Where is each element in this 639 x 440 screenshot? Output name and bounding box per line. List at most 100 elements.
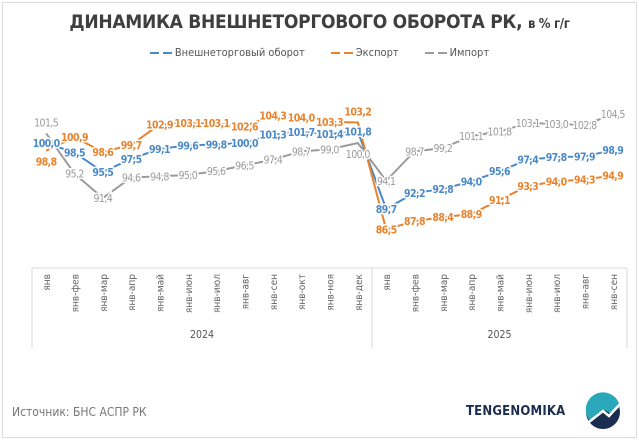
data-label: 95,6 [489, 166, 511, 178]
data-label: 95,6 [207, 166, 226, 178]
data-label: 97,8 [546, 152, 567, 164]
data-label: 98,6 [92, 147, 114, 159]
brand-name: TENGENOMIKA [466, 404, 566, 419]
x-tick-label: янв-июл [212, 274, 223, 313]
x-tick-label: янв-июл [552, 274, 563, 313]
data-label: 102,8 [572, 120, 597, 132]
legend-label: Импорт [449, 46, 490, 59]
data-label: 99,0 [320, 144, 339, 156]
x-tick-label: янв [42, 274, 53, 291]
data-label: 96,5 [235, 160, 254, 172]
title-unit: в % г/г [527, 17, 570, 32]
data-label: 94,6 [122, 173, 141, 185]
title-main: ДИНАМИКА ВНЕШНЕТОРГОВОГО ОБОРОТА РК, [69, 11, 523, 33]
legend-swatch [149, 51, 172, 54]
x-tick-label: янв-июн [184, 274, 195, 313]
data-label: 104,0 [288, 112, 316, 124]
series-line-1 [45, 114, 613, 231]
x-tick-label: янв-окт [297, 274, 308, 310]
data-label: 98,7 [292, 146, 311, 158]
series-line-0 [45, 130, 614, 211]
data-label: 97,9 [574, 151, 595, 163]
series-line-2 [45, 113, 614, 200]
data-label: 98,7 [405, 146, 424, 158]
data-label: 99,6 [177, 141, 199, 153]
x-tick-label: янв-фев [411, 274, 422, 312]
data-label: 93,3 [517, 181, 538, 193]
x-tick-label: янв-сен [609, 274, 620, 310]
data-label: 101,7 [288, 127, 315, 139]
data-label: 101,5 [34, 117, 59, 129]
legend-item-turnover: Внешнеторговый оборот [149, 46, 305, 59]
legend-label: Экспорт [355, 46, 399, 59]
data-label: 91,4 [94, 193, 113, 205]
data-label: 101,3 [259, 130, 286, 142]
data-label: 101,1 [459, 131, 484, 143]
data-label: 94,0 [461, 176, 483, 188]
data-label: 95,5 [92, 167, 113, 179]
legend: Внешнеторговый оборот Экспорт Импорт [0, 46, 639, 59]
data-label: 99,7 [121, 140, 142, 152]
data-label: 97,5 [121, 154, 142, 166]
data-label: 97,4 [517, 155, 539, 167]
data-label: 94,9 [602, 171, 623, 183]
x-tick-label: янв-май [156, 274, 167, 312]
data-label: 98,5 [64, 148, 85, 160]
legend-item-export: Экспорт [330, 46, 399, 59]
x-tick-label: янв-май [496, 274, 507, 312]
x-tick-label: янв-авг [241, 274, 252, 310]
data-label: 101,8 [487, 126, 512, 138]
data-label: 103,2 [344, 107, 371, 119]
x-tick-label: янв-мар [99, 274, 110, 312]
x-tick-label: янв-дек [354, 273, 365, 311]
data-label: 95,2 [65, 169, 84, 181]
data-label: 98,9 [602, 145, 623, 157]
data-label: 87,8 [404, 216, 425, 228]
data-label: 100,0 [231, 138, 259, 150]
data-label: 101,8 [344, 126, 371, 138]
brand-logo-icon [585, 392, 621, 429]
x-group-label: 2024 [190, 329, 214, 341]
x-tick-label: янв-сен [269, 274, 280, 310]
data-label: 88,4 [432, 212, 454, 224]
x-tick-label: янв-авг [581, 274, 592, 310]
data-label: 100,9 [61, 132, 88, 144]
data-label: 102,9 [146, 119, 173, 131]
data-label: 95,0 [179, 170, 198, 182]
legend-swatch [424, 51, 447, 54]
data-label: 103,1 [174, 118, 201, 130]
x-tick-label: янв-апр [127, 274, 138, 311]
x-tick-label: янв-фев [71, 274, 82, 312]
data-label: 103,0 [544, 119, 569, 131]
legend-label: Внешнеторговый оборот [174, 46, 305, 59]
x-group-label: 2025 [487, 329, 511, 341]
source-note: Источник: БНС АСПР РК [12, 405, 147, 419]
data-label: 100,0 [346, 149, 371, 161]
x-tick-label: янв-ноя [326, 274, 337, 311]
data-label: 103,1 [203, 118, 230, 130]
data-label: 99,2 [434, 143, 453, 155]
data-label: 94,3 [574, 174, 595, 186]
data-label: 86,5 [376, 224, 397, 236]
data-label: 99,8 [206, 139, 227, 151]
data-label: 92,8 [432, 184, 453, 196]
data-label: 97,4 [264, 155, 283, 167]
data-label: 88,9 [461, 209, 482, 221]
data-label: 104,5 [601, 109, 626, 121]
data-label: 99,1 [149, 144, 170, 156]
data-label: 94,1 [377, 176, 396, 188]
legend-swatch [330, 51, 353, 54]
x-tick-label: янв-апр [467, 274, 478, 311]
data-label: 91,1 [489, 195, 510, 207]
x-tick-label: янв [382, 274, 393, 291]
chart-title: ДИНАМИКА ВНЕШНЕТОРГОВОГО ОБОРОТА РК, в %… [0, 11, 639, 33]
data-label: 94,8 [150, 171, 169, 183]
x-tick-label: янв-мар [439, 274, 450, 312]
data-label: 102,6 [231, 121, 259, 133]
data-label: 100,0 [33, 138, 61, 150]
data-label: 103,1 [516, 118, 541, 130]
data-label: 103,3 [316, 117, 343, 129]
data-label: 92,2 [404, 188, 425, 200]
